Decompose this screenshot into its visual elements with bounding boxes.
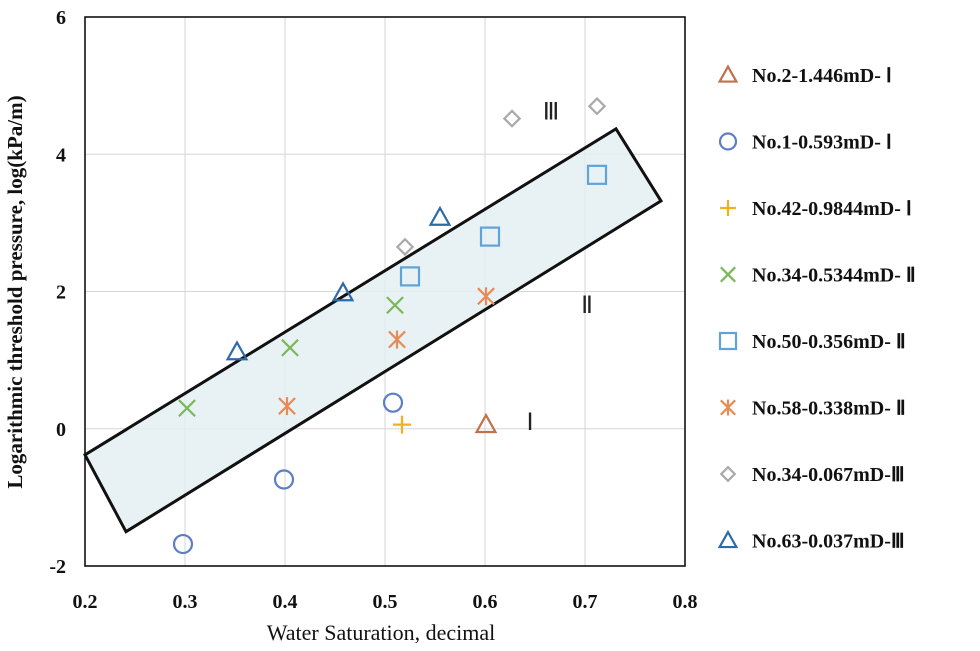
region-annotations: Ⅰ Ⅱ Ⅲ (526, 100, 592, 436)
x-tick-label: 0.6 (473, 591, 498, 613)
data-point-asterisk (278, 397, 296, 416)
legend-item: No.42-0.9844mD- Ⅰ (720, 198, 912, 220)
data-point-square (479, 226, 501, 247)
region-label: Ⅲ (543, 100, 560, 126)
legend-item: No.1-0.593mD- Ⅰ (718, 132, 892, 154)
x-tick-label: 0.5 (373, 591, 398, 613)
data-point-diamond (395, 237, 415, 257)
legend-item: No.63-0.037mD-Ⅲ (717, 529, 905, 553)
data-point-diamond (502, 109, 522, 128)
data-point-plus (393, 415, 411, 434)
legend-marker-plus (720, 200, 736, 216)
legend-item: No.34-0.067mD-Ⅲ (719, 464, 905, 486)
data-point-cross (281, 338, 299, 357)
plot-frame (84, 16, 686, 567)
legend-item: No.58-0.338mD- Ⅱ (720, 398, 906, 420)
legend-label: No.58-0.338mD- Ⅱ (752, 398, 906, 420)
legend-label: No.34-0.067mD-Ⅲ (752, 464, 905, 486)
legend-item: No.34-0.5344mD- Ⅱ (720, 265, 916, 287)
data-point-cross (386, 296, 404, 315)
data-point-circle (172, 533, 194, 555)
data-point-asterisk (477, 287, 495, 306)
legend-marker-cross (720, 266, 736, 283)
region-label: Ⅰ (526, 410, 533, 436)
legend-label: No.34-0.5344mD- Ⅱ (752, 265, 916, 287)
y-tick-label: 4 (56, 144, 66, 166)
data-points (172, 97, 608, 555)
trend-band (83, 126, 664, 534)
legend-item: No.50-0.356mD- Ⅱ (718, 331, 906, 353)
legend-label: No.63-0.037mD-Ⅲ (752, 531, 905, 553)
y-tick-label: 0 (56, 419, 66, 441)
data-point-square (586, 164, 608, 185)
data-point-cross (178, 399, 196, 418)
data-point-square (399, 266, 421, 287)
legend-label: No.50-0.356mD- Ⅱ (752, 331, 906, 353)
y-tick-label: 2 (56, 282, 66, 304)
legend-marker-triangle (717, 529, 739, 549)
y-tick-label: -2 (49, 556, 66, 578)
data-point-triangle (331, 281, 355, 302)
data-point-triangle (474, 412, 498, 434)
legend-marker-square (718, 331, 738, 351)
legend-label: No.2-1.446mD- Ⅰ (752, 65, 892, 87)
legend-marker-diamond (719, 465, 737, 483)
x-tick-label: 0.2 (73, 591, 98, 613)
legend-label: No.1-0.593mD- Ⅰ (752, 132, 892, 154)
y-tick-label: 6 (56, 7, 66, 29)
data-point-diamond (587, 97, 607, 116)
legend: No.2-1.446mD- Ⅰ No.1-0.593mD- Ⅰ No.42-0.98… (717, 64, 916, 553)
data-point-triangle (225, 340, 249, 361)
legend-marker-asterisk (720, 399, 736, 416)
data-point-triangle (428, 205, 452, 226)
legend-marker-triangle (717, 64, 739, 83)
legend-label: No.42-0.9844mD- Ⅰ (752, 198, 912, 220)
x-axis-title: Water Saturation, decimal (267, 620, 496, 645)
y-axis-title: Logarithmic threshold pressure, log(kPa/… (3, 95, 27, 488)
y-tick-labels: -2 0 2 4 6 (49, 7, 66, 578)
data-point-circle (273, 469, 295, 490)
legend-marker-circle (718, 132, 738, 151)
legend-item: No.2-1.446mD- Ⅰ (717, 64, 892, 87)
x-tick-labels: 0.2 0.3 0.4 0.5 0.6 0.7 0.8 (73, 591, 698, 613)
x-tick-label: 0.8 (673, 591, 698, 613)
x-tick-label: 0.3 (173, 591, 198, 613)
x-tick-label: 0.7 (573, 591, 598, 613)
data-point-asterisk (388, 330, 406, 349)
x-tick-label: 0.4 (273, 591, 298, 613)
data-point-circle (382, 392, 404, 413)
region-label: Ⅱ (581, 293, 593, 319)
